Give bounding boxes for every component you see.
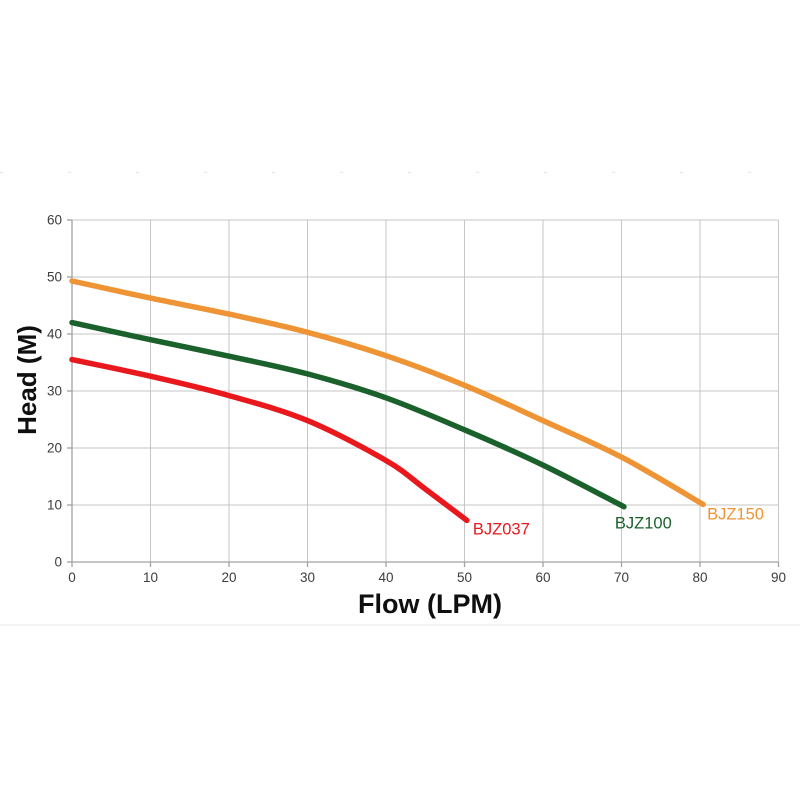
series-curve-BJZ100: [69, 319, 627, 510]
x-tick-label-40: 40: [378, 570, 393, 585]
x-tick-label-90: 90: [771, 570, 786, 585]
series-curve-BJZ150: [69, 278, 706, 508]
x-axis-title: Flow (LPM): [358, 589, 502, 619]
y-tick-label-60: 60: [47, 213, 62, 228]
x-tick-label-30: 30: [300, 570, 315, 585]
x-tick-label-0: 0: [68, 570, 76, 585]
series-label-BJZ150: BJZ150: [707, 505, 764, 523]
series-label-layer: 0 10 20 30 40 50 60 70 80 90 0 10 20 30 40 50 60 BJZ037 BJ…: [47, 213, 786, 586]
x-tick-label-50: 50: [457, 570, 472, 585]
x-tick-label-10: 10: [143, 570, 158, 585]
series-layer: [69, 278, 706, 524]
y-tick-label-40: 40: [47, 327, 62, 342]
x-tick-label-20: 20: [221, 570, 236, 585]
x-tick-label-70: 70: [614, 570, 629, 585]
y-tick-label-50: 50: [47, 270, 62, 285]
y-tick-label-10: 10: [47, 498, 62, 513]
series-curve-BJZ037: [69, 356, 470, 524]
y-tick-label-20: 20: [47, 441, 62, 456]
x-tick-label-80: 80: [692, 570, 707, 585]
grid-layer: [72, 219, 779, 562]
x-tick-label-60: 60: [535, 570, 550, 585]
y-axis-title: Head (M): [12, 325, 42, 435]
axis-layer: [67, 219, 780, 567]
y-tick-label-0: 0: [54, 555, 62, 570]
y-tick-label-30: 30: [47, 384, 62, 399]
series-label-BJZ037: BJZ037: [473, 520, 530, 538]
series-label-BJZ100: BJZ100: [615, 515, 672, 533]
